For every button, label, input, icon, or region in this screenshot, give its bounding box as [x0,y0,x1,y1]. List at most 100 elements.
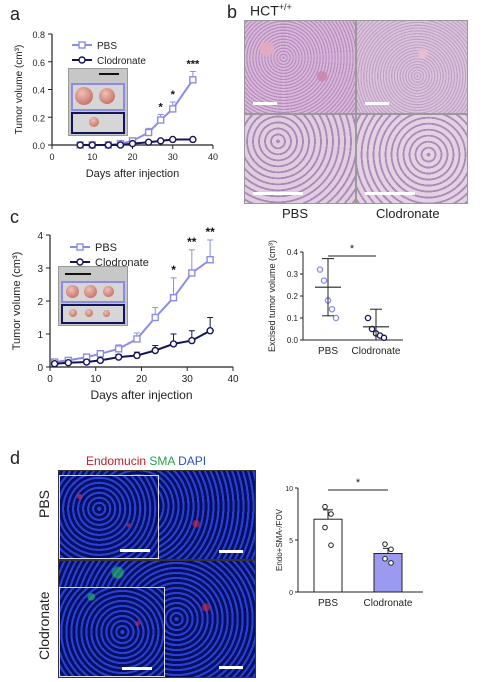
row-label-pbs: PBS [36,489,52,518]
y-tick-label: 0.3 [287,270,299,279]
bar-pbs [313,518,343,593]
if-image-pbs [58,470,256,560]
data-point [322,524,328,531]
series-line-clodronate [54,329,211,365]
data-point [388,546,394,553]
row-label-pbs-wrap: PBS [36,490,56,550]
data-point [320,277,328,284]
y-axis-label: Endo+SMA-/FOV [275,508,284,571]
data-point [76,141,84,149]
significance-marker: ** [187,235,197,249]
tumor [66,285,79,298]
y-tick-label: 5 [289,538,293,545]
row-label-clodronate-wrap: Clodronate [36,570,56,670]
x-tick-label: 20 [127,152,137,162]
significance-marker: * [171,89,176,101]
chart-c-excised-volume: 0.0 0.1 0.2 0.3 0.4 Excised tumor volume (cm³… [267,240,403,357]
x-tick-label: 0 [47,374,53,385]
scale-bar [365,102,389,105]
data-point [388,560,394,566]
series-line-pbs [54,258,211,364]
scale-bar [120,549,150,552]
data-point [151,346,159,355]
data-point [144,128,153,137]
data-point [169,293,178,302]
scale-bar [219,550,243,553]
tumor-row-clodronate [61,304,125,324]
y-tick-label: 4 [37,231,43,242]
significance-marker: * [171,263,176,277]
legend-label: PBS [95,242,117,254]
x-tick-label: 40 [208,152,218,162]
x-tick-label: 30 [182,374,194,385]
data-point [114,353,123,361]
data-point [169,340,178,348]
x-tick-label: PBS [318,598,338,609]
tumor-row-pbs [61,281,125,303]
y-tick-label: 0.0 [32,141,45,151]
data-point [364,314,372,322]
panel-label-a: a [10,4,21,24]
scale-bar [253,102,277,105]
data-point [382,541,388,547]
data-point [169,135,177,144]
significance-marker: ** [205,225,215,239]
data-point [133,335,141,343]
y-axis-label: Tumor volume (cm³) [11,252,23,351]
significance-marker: * [350,243,355,255]
y-tick-label: 0.2 [287,292,299,301]
chart-d-endo-sma: 0 5 10 Endo+SMA-/FOV PBS Clodronate * [275,477,423,609]
histology-clodronate-low [356,20,468,114]
x-tick-label: 30 [168,152,178,162]
panel-b-title-text: HCT [250,2,279,19]
x-tick-label: Clodronate [364,598,413,609]
legend-label: PBS [97,41,117,52]
data-point [328,511,334,517]
data-point [189,76,197,84]
photo-scale-bar [65,273,91,275]
data-point [189,135,197,144]
tumor [89,117,99,127]
data-point [206,326,214,335]
legend-label: Clodronate [97,56,146,67]
data-point [88,141,96,149]
tumor [75,87,93,105]
data-point [169,105,177,113]
data-point [96,350,105,358]
y-axis-label: Tumor volume (cm³) [14,45,25,135]
x-tick-label: 20 [136,374,148,385]
panel-d-stain-legend: Endomucin SMA DAPI [86,454,206,468]
scale-bar [365,192,415,195]
data-point [316,266,324,273]
panel-b-title: HCT+/+ [250,2,292,19]
stain-endomucin: Endomucin [86,454,147,468]
y-tick-label: 0.4 [287,248,299,257]
tumor [69,309,77,317]
data-point [128,139,137,148]
x-tick-label: Clodronate [352,346,401,357]
legend-marker [78,41,86,49]
y-tick-label: 0.2 [32,113,45,123]
significance-marker: * [159,101,164,113]
y-tick-label: 0.4 [32,86,45,96]
data-point [156,137,165,145]
x-axis-label: Days after injection [86,168,180,180]
x-tick-label: PBS [318,346,338,357]
data-point [328,542,334,548]
data-point [380,334,388,342]
x-tick-label: 40 [227,374,239,385]
data-point [144,138,153,146]
scale-bar [219,666,243,669]
data-point [116,141,125,149]
data-point [82,358,91,366]
significance-marker: *** [186,58,200,70]
data-point [332,314,340,322]
histology-pbs-high [244,114,356,204]
panel-label-b: b [227,2,238,22]
significance-marker: * [356,477,361,489]
x-axis-label: Days after injection [90,388,192,402]
data-point [133,351,141,360]
data-point [156,116,165,124]
chart-a-tumor-volume: 0 10 20 30 40 0.0 0.2 0.4 0.6 0.8 Days after injec… [14,30,218,180]
panel-b-title-sup: +/+ [278,2,292,12]
